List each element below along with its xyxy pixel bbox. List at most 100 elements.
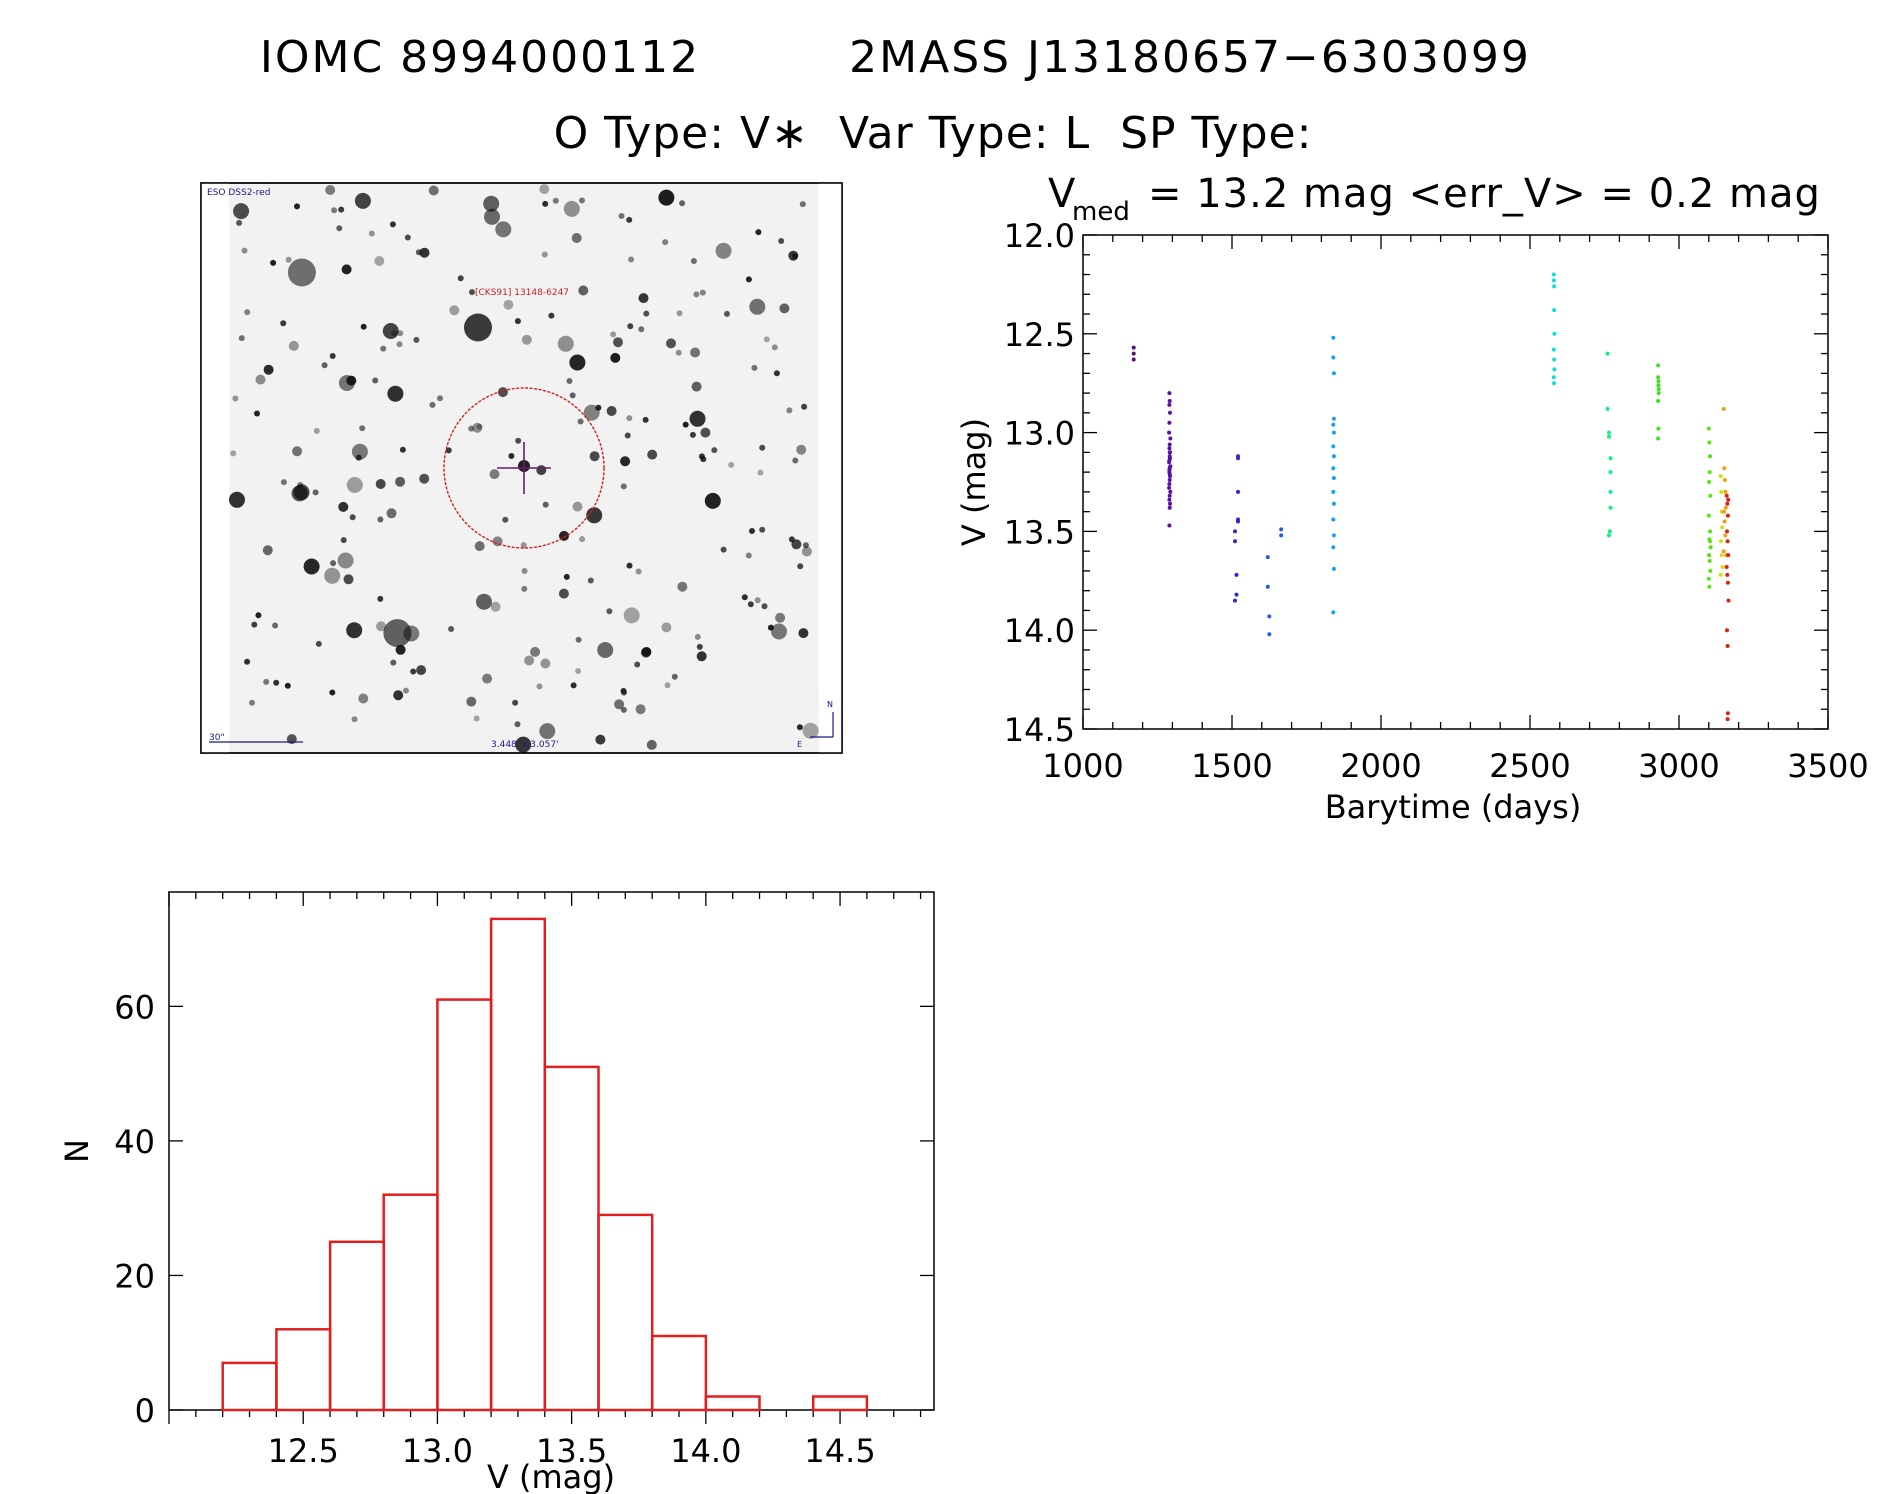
light-curve-point — [1723, 533, 1728, 538]
light-curve-point — [1707, 553, 1712, 558]
light-curve-point — [1656, 436, 1661, 441]
star — [627, 323, 634, 330]
star — [610, 352, 621, 363]
light-curve-point — [1331, 476, 1336, 480]
star — [387, 385, 404, 402]
star — [346, 477, 363, 493]
light-curve-ytick-label: 14.5 — [1004, 711, 1075, 749]
star — [689, 410, 706, 427]
star — [416, 665, 427, 676]
star — [621, 689, 627, 696]
light-curve-point — [1724, 493, 1729, 498]
histogram-frame — [168, 891, 935, 1411]
star — [395, 476, 406, 487]
star — [291, 485, 308, 502]
histogram-xtick-label: 13.5 — [536, 1432, 607, 1470]
light-curve-point — [1552, 331, 1557, 336]
star — [696, 643, 703, 650]
star — [720, 546, 727, 553]
star — [541, 251, 548, 258]
light-curve-point — [1708, 568, 1713, 573]
star — [575, 668, 582, 674]
star — [798, 628, 809, 639]
star — [635, 568, 642, 575]
star — [618, 213, 625, 219]
star — [372, 377, 379, 384]
light-curve-point — [1725, 580, 1730, 585]
histogram-xtick-label: 13.0 — [402, 1432, 473, 1470]
star — [788, 536, 795, 543]
star — [428, 185, 439, 196]
light-curve-point — [1167, 402, 1172, 407]
star — [696, 651, 707, 662]
star — [661, 622, 672, 633]
light-curve-point — [1279, 527, 1284, 532]
star — [489, 469, 500, 480]
star — [386, 508, 397, 519]
star — [495, 221, 512, 238]
star — [351, 716, 358, 723]
star — [563, 573, 570, 580]
star — [595, 404, 602, 411]
star — [666, 338, 676, 349]
title-v: V — [1048, 171, 1076, 217]
star — [791, 539, 802, 550]
star — [589, 451, 600, 462]
histogram-bar — [436, 998, 493, 1412]
image-left-margin — [201, 183, 229, 753]
star — [675, 349, 682, 356]
histogram-ylabel: N — [58, 1139, 96, 1163]
star — [262, 545, 273, 556]
light-curve-point — [1605, 406, 1610, 411]
light-curve-point — [1708, 539, 1712, 544]
star — [383, 619, 412, 648]
light-curve-point — [1706, 513, 1711, 518]
star — [514, 721, 521, 728]
star — [254, 410, 260, 417]
light-curve-point — [1131, 357, 1136, 362]
light-curve-xtick-label: 3000 — [1638, 747, 1719, 785]
field-size-label: 3.448' x 3.057' — [491, 740, 559, 750]
star — [771, 623, 787, 640]
light-curve-point — [1721, 406, 1726, 411]
star — [759, 444, 766, 451]
star — [799, 201, 806, 208]
star — [448, 626, 455, 632]
light-curve-point — [1656, 387, 1661, 392]
star — [287, 258, 316, 287]
light-curve-point — [1722, 509, 1726, 514]
star — [577, 418, 584, 425]
light-curve-point — [1726, 598, 1731, 603]
star — [249, 699, 255, 706]
light-curve-point — [1552, 367, 1557, 372]
star — [563, 200, 580, 217]
light-curve-point — [1331, 454, 1336, 459]
light-curve-point — [1707, 584, 1712, 589]
histogram-ytick-label: 40 — [114, 1123, 155, 1161]
scale-bar-label: 30" — [209, 733, 225, 743]
star — [595, 734, 606, 745]
star — [699, 289, 706, 296]
star — [779, 303, 790, 314]
light-curve-point — [1265, 584, 1270, 589]
object-id-title: IOMC 8994000112 — [260, 32, 700, 83]
light-curve-point — [1726, 497, 1731, 502]
light-curve-point — [1725, 717, 1730, 722]
light-curve-point — [1267, 632, 1272, 637]
star — [244, 309, 251, 316]
star — [638, 293, 649, 304]
light-curve-point — [1656, 379, 1661, 384]
light-curve-point — [1331, 489, 1336, 494]
star — [395, 644, 406, 655]
light-curve-point — [1236, 517, 1240, 522]
star — [284, 682, 291, 689]
star — [700, 456, 707, 463]
star — [754, 597, 761, 604]
star — [521, 568, 528, 574]
star — [747, 601, 754, 608]
light-curve-point — [1331, 335, 1336, 340]
star — [340, 537, 347, 544]
star — [570, 682, 577, 689]
star — [360, 323, 367, 330]
star — [449, 305, 460, 316]
